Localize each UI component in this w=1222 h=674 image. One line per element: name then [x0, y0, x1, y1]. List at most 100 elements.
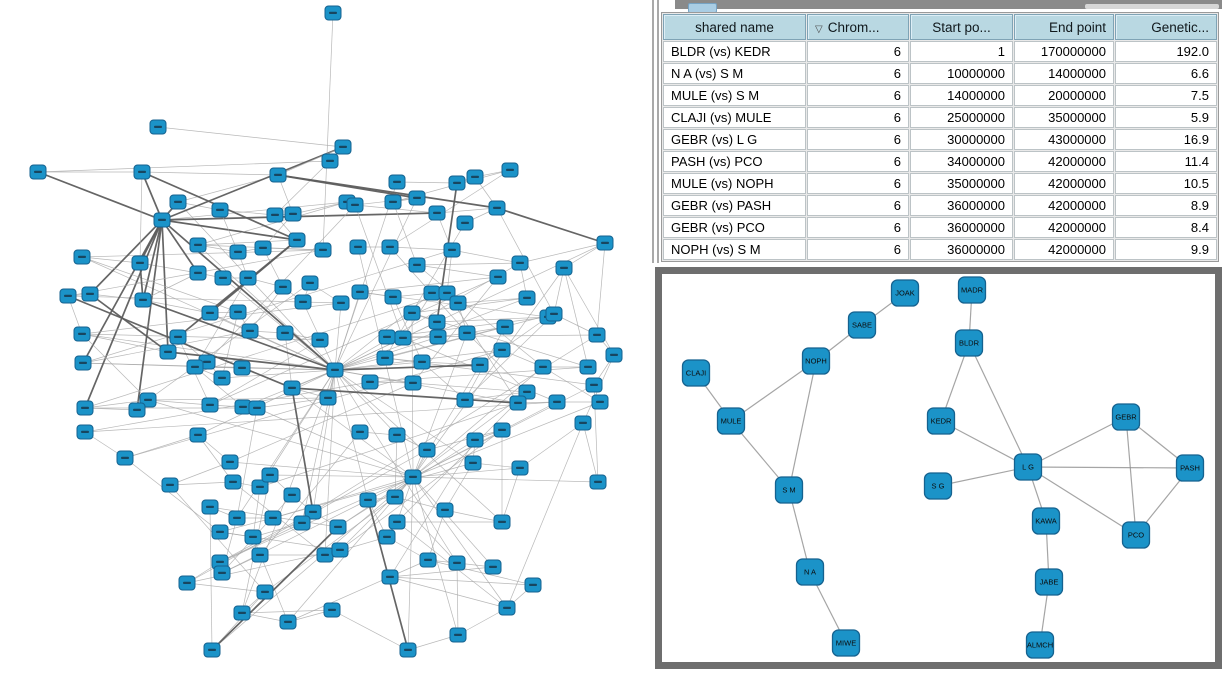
network-node[interactable] [388, 174, 406, 190]
network-node[interactable] [381, 239, 399, 255]
network-node[interactable] [116, 450, 134, 466]
network-node[interactable] [73, 249, 91, 265]
network-node[interactable] [511, 460, 529, 476]
network-node[interactable]: PCO [1121, 521, 1151, 549]
table-row[interactable]: MULE (vs) NOPH 6 35000000 42000000 10.5 [663, 173, 1217, 194]
network-node[interactable] [324, 5, 342, 21]
network-node[interactable] [228, 510, 246, 526]
network-node[interactable] [394, 330, 412, 346]
network-node[interactable] [213, 370, 231, 386]
network-node[interactable] [493, 342, 511, 358]
table-row[interactable]: GEBR (vs) L G 6 30000000 43000000 16.9 [663, 129, 1217, 150]
network-node[interactable] [189, 237, 207, 253]
table-row[interactable]: PASH (vs) PCO 6 34000000 42000000 11.4 [663, 151, 1217, 172]
network-node[interactable] [293, 515, 311, 531]
network-node[interactable] [509, 395, 527, 411]
network-node[interactable] [376, 350, 394, 366]
network-node[interactable] [458, 325, 476, 341]
network-node[interactable] [429, 329, 447, 345]
network-node[interactable]: S G [923, 472, 953, 500]
network-node[interactable] [456, 215, 474, 231]
network-node[interactable] [456, 392, 474, 408]
network-node[interactable] [378, 329, 396, 345]
network-node[interactable] [311, 332, 329, 348]
network-node[interactable] [221, 454, 239, 470]
network-node[interactable] [404, 469, 422, 485]
network-node[interactable] [248, 400, 266, 416]
network-node[interactable]: JABE [1034, 568, 1064, 596]
table-row[interactable]: GEBR (vs) PCO 6 36000000 42000000 8.4 [663, 217, 1217, 238]
node-shape[interactable] [1031, 507, 1061, 535]
network-node[interactable] [274, 279, 292, 295]
network-node[interactable] [408, 257, 426, 273]
column-header-shared-name[interactable]: shared name [663, 14, 806, 40]
network-node[interactable] [214, 270, 232, 286]
network-node[interactable] [169, 329, 187, 345]
network-node[interactable] [449, 627, 467, 643]
node-shape[interactable] [831, 629, 861, 657]
node-shape[interactable] [1111, 403, 1141, 431]
network-node[interactable] [329, 519, 347, 535]
network-node[interactable] [384, 289, 402, 305]
network-node[interactable]: MADR [957, 276, 987, 304]
network-node[interactable] [254, 240, 272, 256]
filter-icon[interactable]: ▽ [815, 23, 823, 35]
network-node[interactable] [359, 492, 377, 508]
network-node[interactable] [284, 206, 302, 222]
network-node[interactable] [161, 477, 179, 493]
network-node[interactable] [304, 504, 322, 520]
node-shape[interactable] [923, 472, 953, 500]
network-node[interactable] [496, 319, 514, 335]
table-row[interactable]: NOPH (vs) S M 6 36000000 42000000 9.9 [663, 239, 1217, 260]
network-node[interactable] [545, 306, 563, 322]
network-node[interactable]: PASH [1175, 454, 1205, 482]
network-node[interactable] [349, 239, 367, 255]
table-row[interactable]: GEBR (vs) PASH 6 36000000 42000000 8.9 [663, 195, 1217, 216]
node-shape[interactable] [681, 359, 711, 387]
network-node[interactable] [326, 362, 344, 378]
network-node[interactable] [131, 255, 149, 271]
network-node[interactable] [548, 394, 566, 410]
network-node[interactable]: S M [774, 476, 804, 504]
network-node[interactable] [266, 207, 284, 223]
node-shape[interactable] [957, 276, 987, 304]
network-node[interactable] [159, 344, 177, 360]
network-node[interactable] [261, 467, 279, 483]
network-node[interactable] [511, 255, 529, 271]
network-node[interactable] [466, 169, 484, 185]
table-row[interactable]: BLDR (vs) KEDR 6 1 170000000 192.0 [663, 41, 1217, 62]
network-node[interactable] [319, 390, 337, 406]
network-node[interactable] [384, 194, 402, 210]
network-node[interactable] [321, 153, 339, 169]
network-node[interactable] [351, 284, 369, 300]
network-node[interactable] [251, 479, 269, 495]
network-node[interactable] [189, 265, 207, 281]
network-node[interactable] [534, 359, 552, 375]
network-node[interactable] [448, 555, 466, 571]
network-node[interactable] [493, 514, 511, 530]
network-node[interactable]: GEBR [1111, 403, 1141, 431]
network-node[interactable] [399, 642, 417, 658]
network-node[interactable] [448, 175, 466, 191]
network-node[interactable] [73, 326, 91, 342]
network-node[interactable] [381, 569, 399, 585]
network-node[interactable] [29, 164, 47, 180]
network-node[interactable] [605, 347, 623, 363]
network-node[interactable] [466, 432, 484, 448]
column-header-end-point[interactable]: End point [1014, 14, 1114, 40]
network-node[interactable]: BLDR [954, 329, 984, 357]
network-node[interactable] [388, 427, 406, 443]
column-header-genetic-[interactable]: Genetic... [1115, 14, 1217, 40]
table-row[interactable]: MULE (vs) S M 6 14000000 20000000 7.5 [663, 85, 1217, 106]
network-node[interactable] [244, 529, 262, 545]
network-node[interactable] [186, 359, 204, 375]
node-shape[interactable] [801, 347, 831, 375]
network-node[interactable] [224, 474, 242, 490]
node-shape[interactable] [890, 279, 920, 307]
network-node[interactable] [211, 524, 229, 540]
network-node[interactable]: MULE [716, 407, 746, 435]
network-node[interactable] [153, 212, 171, 228]
network-node[interactable] [314, 242, 332, 258]
network-node[interactable] [239, 270, 257, 286]
network-node[interactable] [331, 542, 349, 558]
